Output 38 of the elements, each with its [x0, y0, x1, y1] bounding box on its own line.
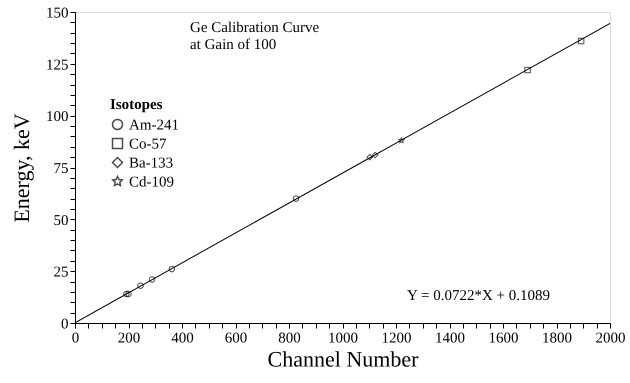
point — [292, 195, 300, 202]
point — [137, 282, 144, 289]
x-tick-label: 400 — [171, 330, 194, 346]
y-tick-label: 25 — [54, 264, 68, 281]
point — [125, 290, 132, 298]
point — [398, 137, 404, 144]
y-tick-label: 0 — [61, 316, 68, 332]
x-tick-label: 1600 — [488, 330, 518, 346]
x-tick-label: 200 — [118, 330, 140, 346]
point — [578, 38, 584, 44]
y-tick-label: 125 — [46, 57, 68, 74]
point — [148, 276, 156, 283]
point — [372, 152, 378, 158]
x-tick-label: 2000 — [596, 330, 626, 346]
text: Ge Calibration Curve at Gain of 100 — [190, 20, 320, 53]
x-tick-label: 0 — [72, 330, 80, 346]
x-tick-label: 1200 — [382, 330, 412, 346]
y-tick-label: 150 — [46, 6, 68, 22]
legend-label: Co-57 — [129, 136, 167, 152]
point — [366, 154, 374, 160]
y-tick-label: 100 — [46, 109, 68, 126]
x-tick-label: 1400 — [435, 330, 465, 346]
legend-label: Ba-133 — [129, 156, 174, 172]
x-axis-title: Channel Number — [268, 346, 420, 372]
legend-label: Am-241 — [129, 118, 179, 134]
annotation: Y = 0.0722*X + 0.1089 — [406, 288, 550, 304]
y-axis-title: Energy, keV — [9, 113, 34, 223]
x-tick-label: 600 — [224, 330, 248, 346]
legend-label: Cd-109 — [129, 174, 174, 190]
y-tick-label: 75 — [54, 161, 68, 177]
y-tick-label: 50 — [54, 212, 68, 229]
legend-title: Isotopes — [110, 97, 163, 113]
point — [168, 266, 176, 272]
point — [524, 66, 531, 74]
x-tick-label: 1800 — [542, 330, 572, 346]
x-tick-label: 800 — [278, 330, 301, 346]
x-tick-label: 1000 — [328, 330, 358, 346]
point — [123, 290, 130, 298]
